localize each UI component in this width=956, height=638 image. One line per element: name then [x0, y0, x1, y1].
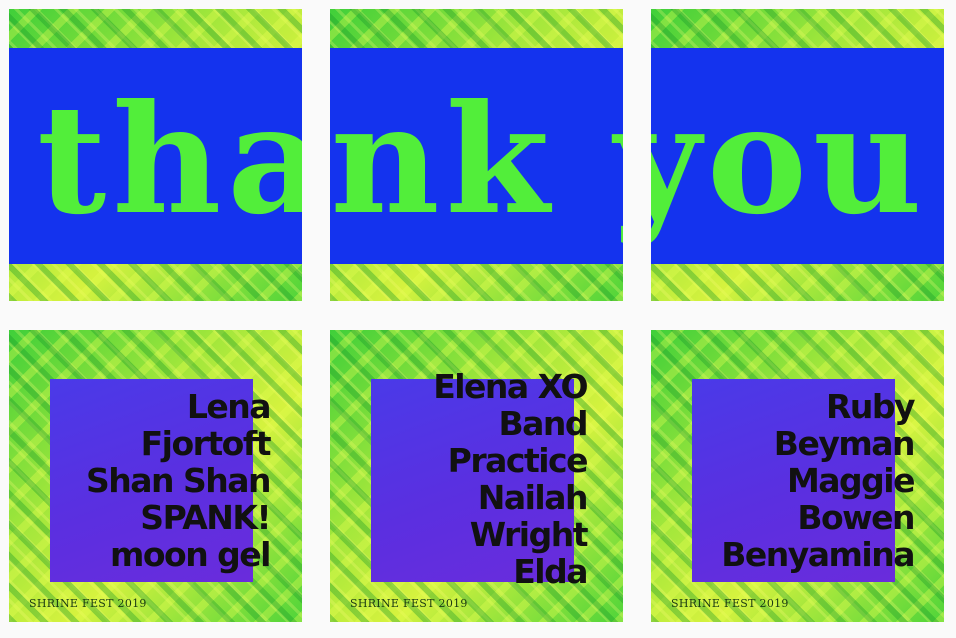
- artist-name: Bowen: [797, 498, 915, 537]
- artist-name: Beyman: [773, 424, 916, 463]
- artist-name: Practice: [447, 441, 589, 480]
- purple-square: [50, 379, 253, 582]
- artist-name: Elena XO: [433, 367, 588, 406]
- artist-name: Lena: [186, 387, 272, 426]
- purple-square: [692, 379, 895, 582]
- artist-name: Ruby: [825, 387, 916, 426]
- lineup-names: Ruby Beyman Maggie Bowen Benyamina: [721, 387, 916, 574]
- artist-name: Elda: [513, 552, 588, 591]
- post-lineup-3[interactable]: Ruby Beyman Maggie Bowen Benyamina SHRIN…: [651, 330, 944, 622]
- artist-name: Nailah: [477, 478, 589, 517]
- festival-footer: SHRINE FEST 2019: [29, 597, 147, 610]
- artist-name: Wright: [469, 515, 589, 554]
- lineup-names: Elena XO Band Practice Nailah Wright Eld…: [433, 367, 589, 591]
- artist-name: Fjortoft: [140, 424, 272, 463]
- artist-name: Shan Shan: [85, 461, 272, 500]
- artist-name: SPANK!: [140, 498, 271, 537]
- artist-name: moon gel: [109, 535, 272, 574]
- purple-square: [371, 379, 574, 582]
- artist-name: Maggie: [786, 461, 916, 500]
- festival-footer: SHRINE FEST 2019: [350, 597, 468, 610]
- post-lineup-1[interactable]: Lena Fjortoft Shan Shan SPANK! moon gel …: [9, 330, 302, 622]
- artist-name: Band: [498, 404, 588, 443]
- artist-name: Benyamina: [721, 535, 915, 574]
- post-lineup-2[interactable]: Elena XO Band Practice Nailah Wright Eld…: [330, 330, 623, 622]
- lineup-names: Lena Fjortoft Shan Shan SPANK! moon gel: [85, 387, 272, 574]
- festival-footer: SHRINE FEST 2019: [671, 597, 789, 610]
